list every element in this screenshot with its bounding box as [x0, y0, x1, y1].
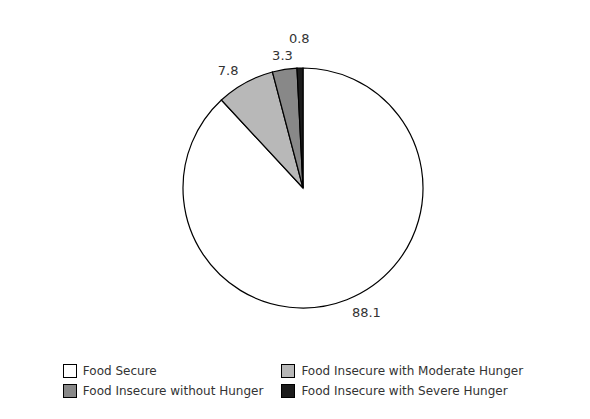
- html-text:Food Insecure with Severe Hung: Food Insecure with Severe Hunger: [301, 384, 508, 398]
- svg-text:0.8: 0.8: [289, 31, 310, 46]
- html-text:Food Insecure with Moderate Hu: Food Insecure with Moderate Hunger: [301, 364, 524, 378]
- svg-text:88.1: 88.1: [352, 305, 381, 320]
- html-text:Food Secure: Food Secure: [82, 364, 157, 378]
- svg-text:3.3: 3.3: [272, 48, 293, 63]
- html-text:Food Insecure without Hunger: Food Insecure without Hunger: [82, 384, 264, 398]
- svg-text:7.8: 7.8: [218, 63, 239, 78]
